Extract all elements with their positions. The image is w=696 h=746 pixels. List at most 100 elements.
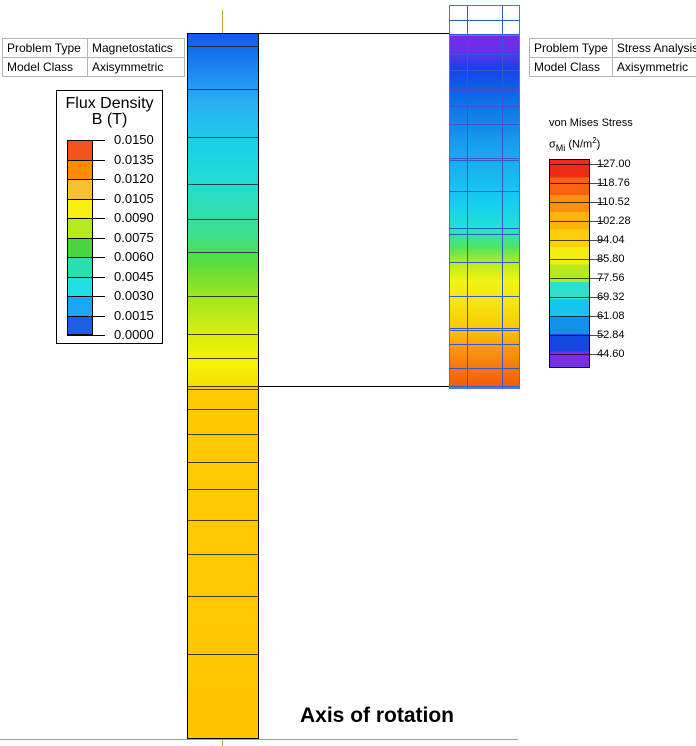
mesh-vline [502, 6, 503, 388]
mesh-hline [188, 296, 258, 297]
mesh-hline [188, 520, 258, 521]
unit-suffix: ) [596, 138, 601, 151]
right-problem-info-table: Problem Type Stress Analysis Model Class… [529, 38, 696, 77]
stress-tick-label: 85.80 [597, 253, 625, 265]
flux-tick-label: 0.0000 [114, 327, 154, 342]
flux-legend-unit: B (T) [91, 111, 128, 128]
base-line [0, 739, 518, 740]
mesh-hline [188, 334, 258, 335]
flux-tick-label: 0.0045 [114, 269, 154, 284]
flux-tick [67, 335, 105, 336]
mesh-hline [188, 386, 258, 387]
stress-tick [549, 335, 604, 336]
stress-tick [549, 297, 604, 298]
mesh-hline [188, 184, 258, 185]
mesh-hline [450, 90, 519, 91]
flux-tick-label: 0.0120 [114, 171, 154, 186]
mesh-hline [188, 489, 258, 490]
stress-tick [549, 164, 604, 165]
mesh-hline [188, 219, 258, 220]
flux-tick-label: 0.0015 [114, 308, 154, 323]
unit-sup: 2 [592, 136, 597, 145]
mesh-hline [188, 434, 258, 435]
mesh-hline [450, 262, 519, 263]
mesh-hline [450, 296, 519, 297]
mesh-hline [188, 462, 258, 463]
stress-tick-label: 52.84 [597, 329, 625, 341]
flux-tick-label: 0.0135 [114, 152, 154, 167]
sigma-symbol: σ [549, 138, 556, 151]
flux-tick [67, 199, 105, 200]
stress-column [449, 5, 520, 389]
flux-tick [67, 238, 105, 239]
stress-tick-label: 94.04 [597, 234, 625, 246]
sigma-subscript: Mi [555, 142, 566, 153]
problem-type-key: Problem Type [2, 38, 88, 58]
problem-type-value: Stress Analysis [611, 38, 696, 58]
mesh-hline [188, 389, 258, 390]
flux-tick [67, 277, 105, 278]
flux-tick [67, 140, 105, 141]
flux-tick [67, 179, 105, 180]
flux-density-legend: Flux Density B (T) 0.0150 0.0135 0.0120 0.0… [56, 90, 163, 344]
stress-legend-symbol: σMi (N/m2) [549, 135, 600, 154]
mesh-hline [450, 368, 519, 369]
mesh-hline [188, 358, 258, 359]
stress-tick-label: 44.60 [597, 348, 625, 360]
mesh-hline [450, 20, 519, 21]
problem-type-key: Problem Type [529, 38, 613, 58]
mesh-hline [188, 596, 258, 597]
mesh-hline [188, 137, 258, 138]
mesh-hline [450, 34, 519, 35]
mesh-hline [450, 344, 519, 345]
stress-tick [549, 259, 604, 260]
mesh-hline [450, 191, 519, 192]
stress-legend-title: von Mises Stress [549, 117, 633, 129]
unit-prefix: (N/m [565, 138, 593, 151]
yoke-outline [259, 33, 451, 387]
mesh-hline [450, 328, 519, 329]
problem-type-value: Magnetostatics [87, 38, 185, 58]
mesh-hline [450, 234, 519, 235]
stress-colorbar [549, 159, 590, 368]
model-class-key: Model Class [2, 57, 88, 77]
flux-legend-title: Flux Density [65, 95, 154, 112]
flux-tick [67, 316, 105, 317]
mesh-hline [188, 654, 258, 655]
mesh-hline [450, 106, 519, 107]
model-class-key: Model Class [529, 57, 613, 77]
stress-tick [549, 202, 604, 203]
mesh-hline [450, 88, 519, 89]
mesh-hline [188, 89, 258, 90]
stress-tick-label: 61.08 [597, 310, 625, 322]
problem-type-row: Problem Type Stress Analysis [529, 38, 696, 58]
flux-tick-label: 0.0105 [114, 191, 154, 206]
axis-of-rotation-label: Axis of rotation [300, 704, 455, 727]
mesh-hline [450, 124, 519, 125]
mesh-hline [450, 330, 519, 331]
stress-tick-label: 110.52 [597, 196, 630, 208]
problem-type-row: Problem Type Magnetostatics [2, 38, 185, 58]
magnet-core-column [187, 33, 259, 739]
stress-tick-label: 77.56 [597, 272, 625, 284]
flux-tick-label: 0.0150 [114, 132, 154, 147]
mesh-vline [467, 6, 468, 388]
mesh-hline [450, 54, 519, 55]
model-class-value: Axisymmetric [611, 57, 696, 77]
mesh-hline [188, 46, 258, 47]
mesh-hline [450, 228, 519, 229]
mesh-hline [450, 160, 519, 161]
mesh-hline [450, 70, 519, 71]
flux-tick-label: 0.0030 [114, 288, 154, 303]
stress-tick [549, 278, 604, 279]
stress-tick-label: 118.76 [597, 177, 630, 189]
stress-tick [549, 316, 604, 317]
stress-tick-label: 127.00 [597, 158, 631, 170]
mesh-hline [450, 386, 519, 387]
stress-tick [549, 354, 604, 355]
mesh-hline [188, 252, 258, 253]
model-class-row: Model Class Axisymmetric [529, 57, 696, 77]
model-class-value: Axisymmetric [87, 57, 185, 77]
flux-tick [67, 296, 105, 297]
stress-tick [549, 240, 604, 241]
